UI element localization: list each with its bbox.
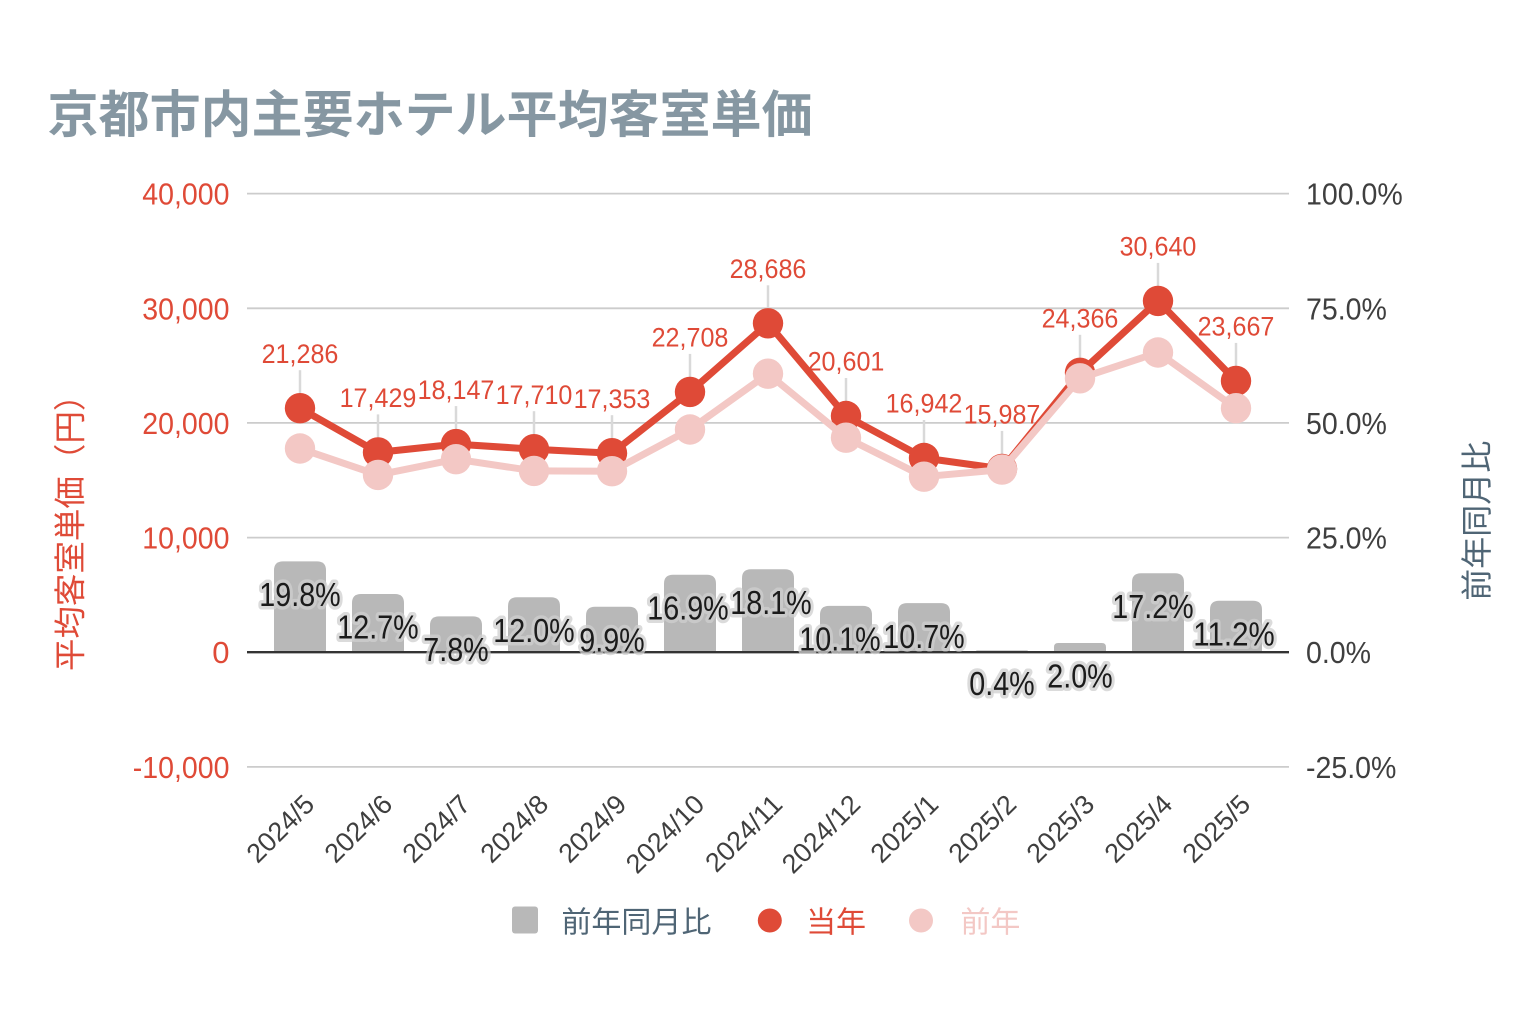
svg-text:20,601: 20,601 — [808, 347, 885, 377]
svg-text:15,987: 15,987 — [964, 400, 1041, 430]
svg-text:18.1%: 18.1% — [730, 584, 811, 621]
svg-text:0.0%: 0.0% — [1306, 635, 1371, 670]
svg-text:30,000: 30,000 — [142, 291, 229, 326]
svg-text:18,147: 18,147 — [418, 375, 495, 405]
svg-text:40,000: 40,000 — [142, 177, 229, 212]
svg-text:21,286: 21,286 — [262, 339, 339, 369]
svg-text:10.1%: 10.1% — [799, 621, 880, 658]
svg-text:12.0%: 12.0% — [493, 612, 574, 649]
svg-text:28,686: 28,686 — [730, 254, 807, 284]
svg-text:10,000: 10,000 — [142, 521, 229, 556]
svg-text:0.4%: 0.4% — [969, 665, 1034, 702]
svg-text:9.9%: 9.9% — [579, 622, 644, 659]
svg-text:7.8%: 7.8% — [423, 631, 488, 668]
svg-text:25.0%: 25.0% — [1306, 521, 1387, 556]
svg-text:10.7%: 10.7% — [883, 618, 964, 655]
svg-text:22,708: 22,708 — [652, 323, 729, 353]
svg-text:-25.0%: -25.0% — [1306, 750, 1396, 785]
svg-text:16.9%: 16.9% — [647, 589, 728, 626]
svg-text:50.0%: 50.0% — [1306, 406, 1387, 441]
svg-text:19.8%: 19.8% — [259, 576, 340, 613]
svg-text:17,353: 17,353 — [574, 384, 651, 414]
svg-text:16,942: 16,942 — [886, 389, 963, 419]
svg-text:17,429: 17,429 — [340, 383, 417, 413]
svg-text:24,366: 24,366 — [1042, 304, 1119, 334]
svg-text:-10,000: -10,000 — [133, 750, 230, 785]
svg-text:100.0%: 100.0% — [1306, 177, 1403, 212]
svg-text:17,710: 17,710 — [496, 380, 573, 410]
svg-text:75.0%: 75.0% — [1306, 291, 1387, 326]
svg-text:12.7%: 12.7% — [337, 609, 418, 646]
svg-text:20,000: 20,000 — [142, 406, 229, 441]
svg-text:23,667: 23,667 — [1198, 312, 1275, 342]
svg-text:0: 0 — [212, 635, 229, 670]
svg-text:17.2%: 17.2% — [1112, 588, 1193, 625]
svg-text:2.0%: 2.0% — [1047, 658, 1112, 695]
svg-text:11.2%: 11.2% — [1193, 616, 1274, 653]
svg-text:30,640: 30,640 — [1120, 232, 1197, 262]
